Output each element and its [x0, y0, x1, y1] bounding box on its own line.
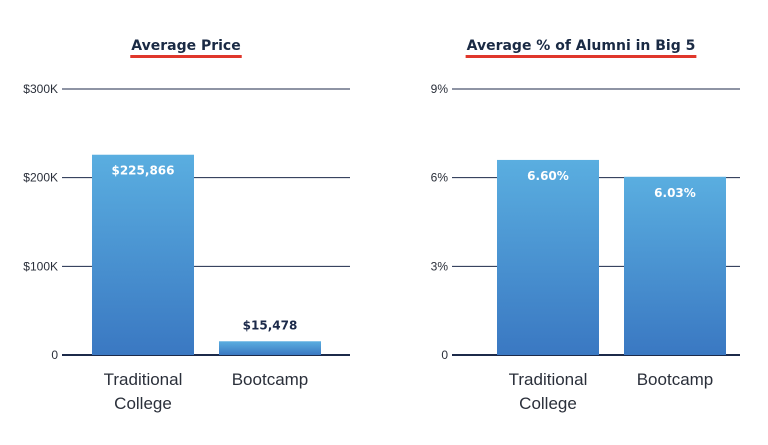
category-label: College	[114, 394, 172, 413]
bar	[624, 176, 726, 355]
average-price-chart: Average Price 0 $100K $200K $300K $225,866 Tra…	[23, 38, 350, 413]
bar	[92, 154, 194, 355]
category-label: Traditional	[509, 370, 588, 389]
data-label: 6.03%	[654, 186, 696, 200]
alumni-big5-chart: Average % of Alumni in Big 5 0 3% 6% 9% 6.60%…	[431, 38, 740, 413]
category-label: Bootcamp	[232, 370, 309, 389]
y-tick-label: $100K	[23, 259, 58, 273]
data-label: $15,478	[243, 318, 298, 332]
category-label: Bootcamp	[637, 370, 714, 389]
title-underline	[465, 55, 697, 58]
category-label: Traditional	[104, 370, 183, 389]
title-underline	[130, 55, 242, 58]
data-label: $225,866	[111, 164, 174, 178]
y-tick-label: 0	[51, 348, 58, 362]
y-tick-label: $200K	[23, 171, 58, 185]
y-tick-label: 6%	[431, 171, 449, 185]
chart-title: Average Price	[131, 38, 240, 54]
category-label: College	[519, 394, 577, 413]
y-tick-label: $300K	[23, 82, 58, 96]
chart-title: Average % of Alumni in Big 5	[467, 38, 696, 54]
bar	[219, 341, 321, 355]
y-tick-label: 0	[441, 348, 448, 362]
y-tick-label: 9%	[431, 82, 449, 96]
bar	[497, 159, 599, 355]
data-label: 6.60%	[527, 169, 569, 183]
y-tick-label: 3%	[431, 259, 449, 273]
